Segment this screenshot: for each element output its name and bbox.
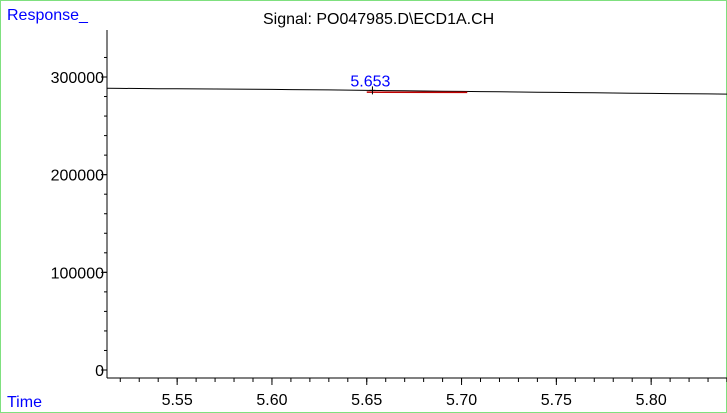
- x-axis-label: Time: [7, 394, 42, 411]
- y-tick-label: 200000: [51, 168, 104, 185]
- chart-title: Signal: PO047985.D\ECD1A.CH: [263, 11, 495, 28]
- y-tick-label: 0: [95, 363, 104, 380]
- x-tick-label: 5.65: [351, 392, 382, 409]
- x-tick-label: 5.80: [636, 392, 667, 409]
- y-tick-label: 300000: [51, 70, 104, 87]
- x-tick-label: 5.55: [162, 392, 193, 409]
- peak-label: 5.653: [350, 73, 390, 90]
- x-tick-label: 5.70: [446, 392, 477, 409]
- y-tick-label: 100000: [51, 265, 104, 282]
- x-tick-label: 5.60: [256, 392, 287, 409]
- x-tick-label: 5.75: [541, 392, 572, 409]
- signal-trace-line: [106, 87, 727, 95]
- y-axis-label: Response_: [7, 7, 88, 24]
